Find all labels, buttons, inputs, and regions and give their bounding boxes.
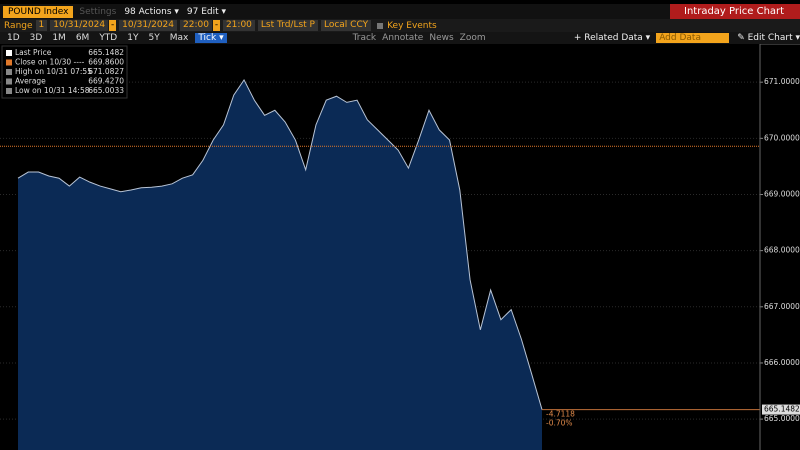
legend-swatch [6,59,12,66]
range-field[interactable]: - [212,20,220,31]
period-tab[interactable]: Max [169,33,189,43]
range-label: Range [4,20,33,31]
right-tools: + Related Data ▾ Add Data ✎ Edit Chart ▾ [566,33,800,43]
range-field[interactable]: Local CCY [320,20,372,31]
range-field[interactable]: - [109,20,117,31]
chart-tool[interactable]: News [429,33,454,43]
legend-label: Last Price [15,48,52,57]
range-field[interactable]: Lst Trd/Lst P [257,20,318,31]
edit-chart[interactable]: ✎ Edit Chart ▾ [737,33,800,43]
actions-menu[interactable]: 98 Actions ▾ [124,6,179,17]
y-tick-label: 671.0000 [764,77,800,86]
period-tab[interactable]: 5Y [148,33,160,43]
legend-box [1,45,128,99]
period-tab[interactable]: YTD [99,33,118,43]
change-pct: -0.70% [546,419,573,428]
range-field[interactable]: 10/31/2024 [50,20,109,31]
settings: Settings [79,6,117,17]
legend-swatch [6,69,12,75]
legend-label: Close on 10/30 ---- [15,58,85,67]
legend-value: 671.0827 [88,67,124,76]
range-bar: Range 1 10/31/2024-10/31/2024 22:00-21:00 L… [0,19,800,32]
period-tab[interactable]: 1M [52,33,66,43]
chart: 665.0000 666.0000 667.0000 668.0000 669.0000… [0,44,800,450]
y-tick-label: 665.0000 [764,414,800,423]
title-bar: POUND Index Settings 98 Actions ▾ 97 Edi… [0,4,800,19]
period-tab[interactable]: Tick ▾ [195,33,227,43]
change: -4.7118 [546,410,575,419]
key-events: Key Events [387,20,437,31]
last-price-label: 665.1482 [764,405,800,414]
y-tick-label: 669.0000 [764,189,800,198]
key-events-checkbox[interactable] [377,22,384,29]
legend-value: 669.4270 [88,77,124,86]
area [18,79,542,450]
chart-tool[interactable]: Track [352,33,377,43]
legend-swatch [6,88,12,94]
legend-swatch [6,50,12,56]
chart-tool[interactable]: Zoom [459,33,486,43]
legend-label: High on 10/31 07:55 [15,67,92,76]
legend-swatch [6,78,12,85]
y-tick-label: 668.0000 [764,246,800,255]
range-field[interactable]: 10/31/2024 [119,20,178,31]
add-data[interactable]: Add Data [656,33,730,43]
range-field[interactable]: 21:00 [222,20,255,31]
y-tick-label: 670.0000 [764,133,800,142]
range-field[interactable]: 1 [35,20,48,31]
legend-value: 669.8600 [88,58,124,67]
period-tab[interactable]: 3D [29,33,43,43]
security[interactable]: POUND Index [3,5,74,18]
period-tab[interactable]: 1Y [127,33,139,43]
last-price-box [762,404,800,415]
related-data[interactable]: + Related Data ▾ [573,33,651,43]
window-title: Intraday Price Chart [670,4,800,19]
range-field[interactable]: 22:00 [180,20,212,31]
legend-value: 665.1482 [88,48,124,57]
period-tab[interactable]: 1D [7,33,20,43]
legend-value: 665.0033 [88,86,124,95]
period-tab[interactable]: 6M [75,33,90,43]
chart-tool[interactable]: Annotate [382,33,424,43]
edit-menu[interactable]: 97 Edit ▾ [186,6,227,17]
y-tick-label: 666.0000 [764,358,800,367]
y-tick-label: 667.0000 [764,302,800,311]
legend-label: Average [15,77,46,86]
legend-label: Low on 10/31 14:58 [15,86,90,95]
price-line [17,78,543,410]
